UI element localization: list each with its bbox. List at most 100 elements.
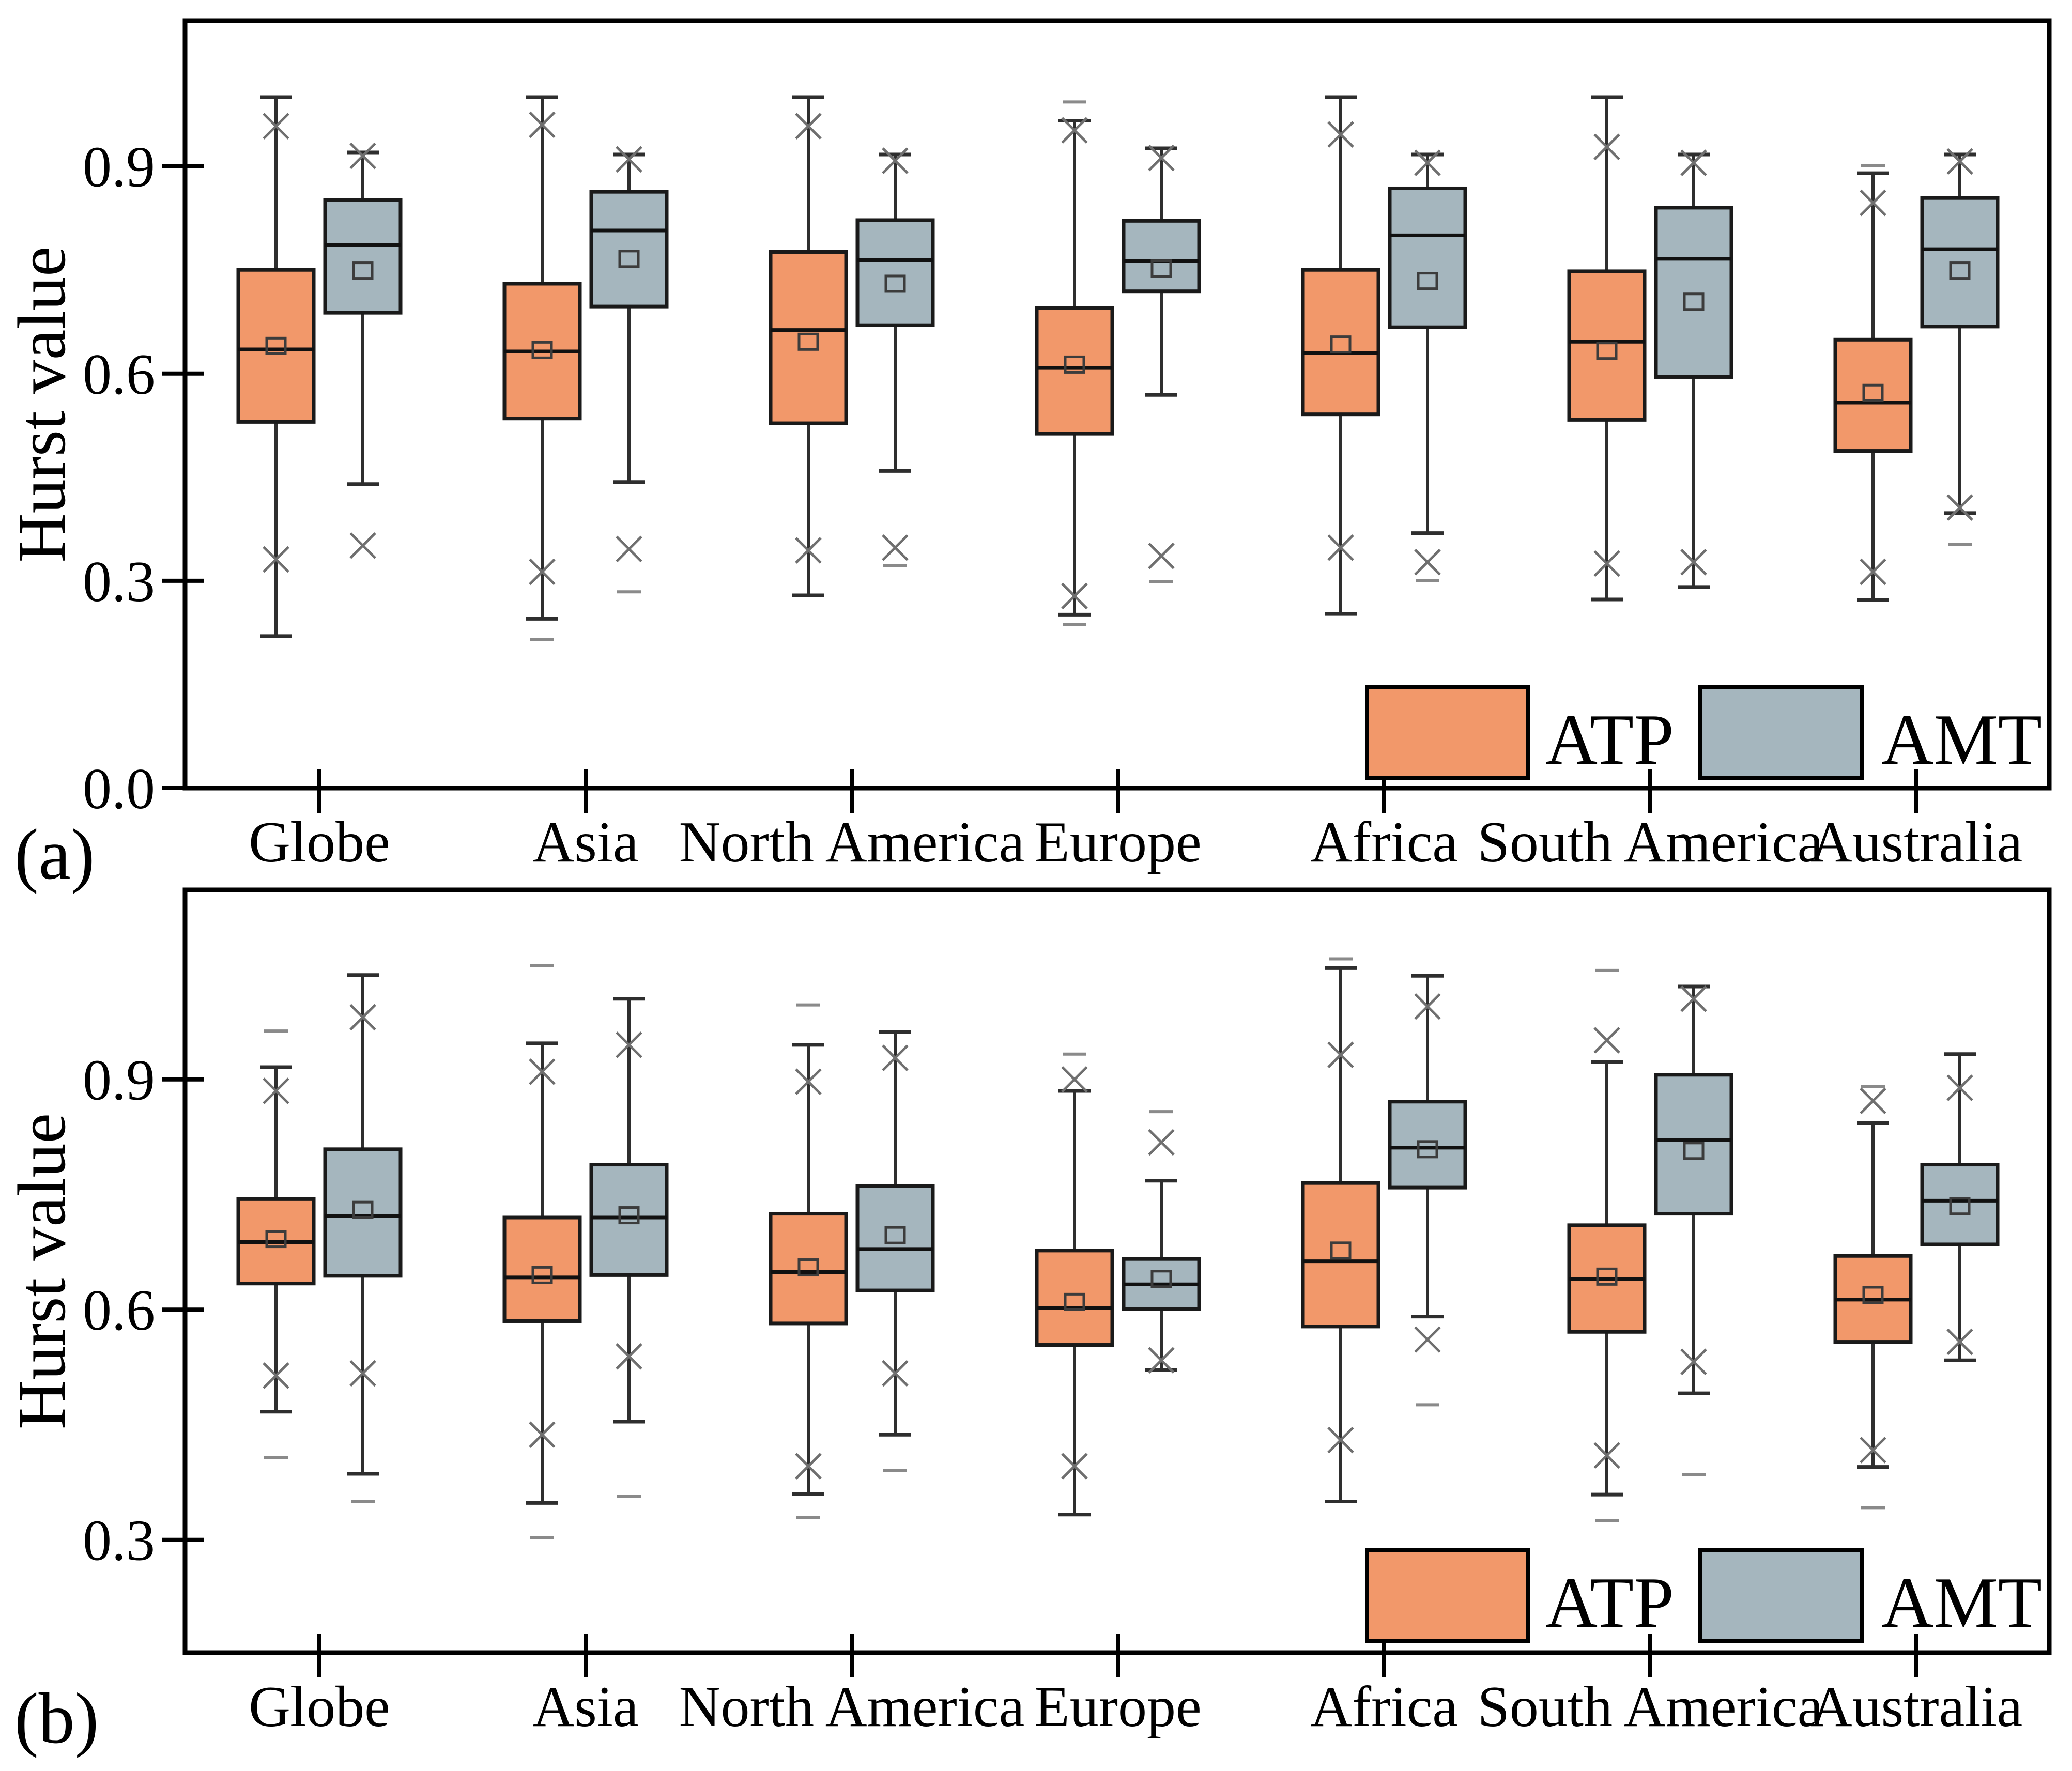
outlier-x-marker — [263, 113, 289, 140]
panel--b-: 0.3 0.6 0.9 Globe Asia North America Europe Afr… — [4, 887, 2052, 1759]
iqr-box — [769, 250, 848, 425]
outlier-x-marker — [1327, 1426, 1354, 1454]
box-atp-africa — [1301, 957, 1380, 1503]
box-amt-africa — [1388, 974, 1467, 1407]
outlier-x-marker — [529, 1421, 556, 1449]
box-amt-australia — [1920, 1052, 2000, 1362]
iqr-box — [1388, 186, 1467, 329]
box-amt-europe — [1122, 1110, 1201, 1374]
iqr-box — [1920, 1163, 2000, 1246]
box-atp-australia — [1833, 1085, 1913, 1510]
outlier-x-marker — [1860, 1087, 1886, 1115]
axes-frame — [182, 887, 2052, 1655]
mean-marker — [1330, 1241, 1352, 1260]
outlier-x-marker — [1327, 534, 1354, 561]
x-category-label-globe: Globe — [249, 810, 390, 874]
box-amt-globe — [323, 142, 403, 559]
outlier-x-marker — [882, 534, 909, 561]
legend--a-: ATP AMT — [1365, 685, 2042, 780]
outlier-x-marker — [529, 558, 556, 586]
mean-marker — [1596, 1267, 1618, 1286]
iqr-box — [589, 1163, 669, 1277]
mean-marker — [1862, 383, 1884, 402]
legend-label-atp: ATP — [1545, 700, 1674, 780]
iqr-box — [769, 1212, 848, 1326]
outlier-x-marker — [1148, 543, 1175, 569]
iqr-box — [323, 1147, 403, 1278]
mean-marker — [884, 1226, 906, 1244]
iqr-box — [1388, 1100, 1467, 1190]
outlier-x-marker — [263, 1077, 289, 1104]
outlier-x-marker — [1414, 1326, 1441, 1353]
mean-marker — [1683, 1142, 1705, 1160]
legend-label-atp: ATP — [1545, 1563, 1674, 1643]
legend-swatch-atp — [1365, 1548, 1530, 1643]
y-tick-label: 0.0 — [83, 757, 155, 821]
outlier-x-marker — [1593, 133, 1620, 161]
outlier-x-marker — [616, 146, 642, 173]
outlier-x-marker — [1593, 550, 1620, 577]
axes-frame — [182, 18, 2052, 791]
panel-label--b-: (b) — [14, 1678, 99, 1759]
box-amt-africa — [1388, 149, 1467, 582]
box-atp-europe — [1035, 1052, 1114, 1517]
mean-marker — [1150, 1270, 1172, 1288]
outlier-x-marker — [1327, 1041, 1354, 1068]
x-category-label-asia: Asia — [532, 810, 638, 874]
outlier-x-marker — [1327, 121, 1354, 148]
outlier-x-marker — [1680, 149, 1707, 176]
iqr-box — [855, 218, 935, 327]
iqr-box — [1122, 219, 1201, 294]
box-atp-north-america — [769, 1003, 848, 1519]
box-amt-australia — [1920, 148, 2000, 546]
iqr-box — [1833, 337, 1913, 453]
box-atp-globe — [236, 1029, 316, 1459]
outlier-x-marker — [1860, 558, 1886, 586]
iqr-box — [1654, 206, 1733, 379]
outlier-x-marker — [1680, 549, 1707, 576]
outlier-x-marker — [529, 111, 556, 138]
outlier-x-marker — [1680, 1348, 1707, 1375]
box-atp-africa — [1301, 95, 1380, 616]
y-tick-label: 0.9 — [83, 1049, 155, 1113]
box-amt-south-america — [1654, 984, 1733, 1476]
box-atp-europe — [1035, 100, 1114, 626]
box-amt-asia — [589, 146, 669, 594]
mean-marker — [1949, 1197, 1971, 1215]
outlier-x-marker — [263, 1362, 289, 1389]
mean-marker — [618, 250, 640, 268]
outlier-x-marker — [263, 546, 289, 573]
mean-marker — [531, 1266, 553, 1284]
iqr-box — [1301, 268, 1380, 417]
mean-marker — [884, 274, 906, 293]
mean-marker — [1150, 259, 1172, 278]
outlier-x-marker — [349, 142, 376, 170]
legend-label-amt: AMT — [1881, 1563, 2042, 1643]
box-amt-asia — [589, 997, 669, 1498]
outlier-x-marker — [1860, 189, 1886, 217]
iqr-box — [1035, 306, 1114, 436]
outlier-x-marker — [1061, 117, 1088, 144]
legend--b-: ATP AMT — [1365, 1548, 2042, 1643]
x-category-label-south-america: South America — [1478, 810, 1823, 874]
mean-marker — [531, 341, 553, 359]
mean-marker — [1330, 335, 1352, 354]
iqr-box — [236, 268, 316, 424]
mean-marker — [265, 336, 287, 355]
outlier-x-marker — [349, 1360, 376, 1387]
outlier-x-marker — [1946, 1074, 1973, 1101]
y-axis-label: Hurst value — [4, 246, 80, 562]
outlier-x-marker — [882, 147, 909, 174]
x-category-label-australia: Australia — [1810, 810, 2023, 874]
mean-marker — [352, 261, 374, 280]
y-axis-label: Hurst value — [4, 1113, 80, 1429]
mean-marker — [1949, 261, 1971, 280]
outlier-x-marker — [1148, 1129, 1175, 1156]
y-tick-label: 0.3 — [83, 550, 155, 614]
iqr-box — [502, 1215, 582, 1323]
iqr-box — [855, 1184, 935, 1292]
panel-label--a-: (a) — [14, 814, 95, 895]
mean-marker — [352, 1200, 374, 1219]
